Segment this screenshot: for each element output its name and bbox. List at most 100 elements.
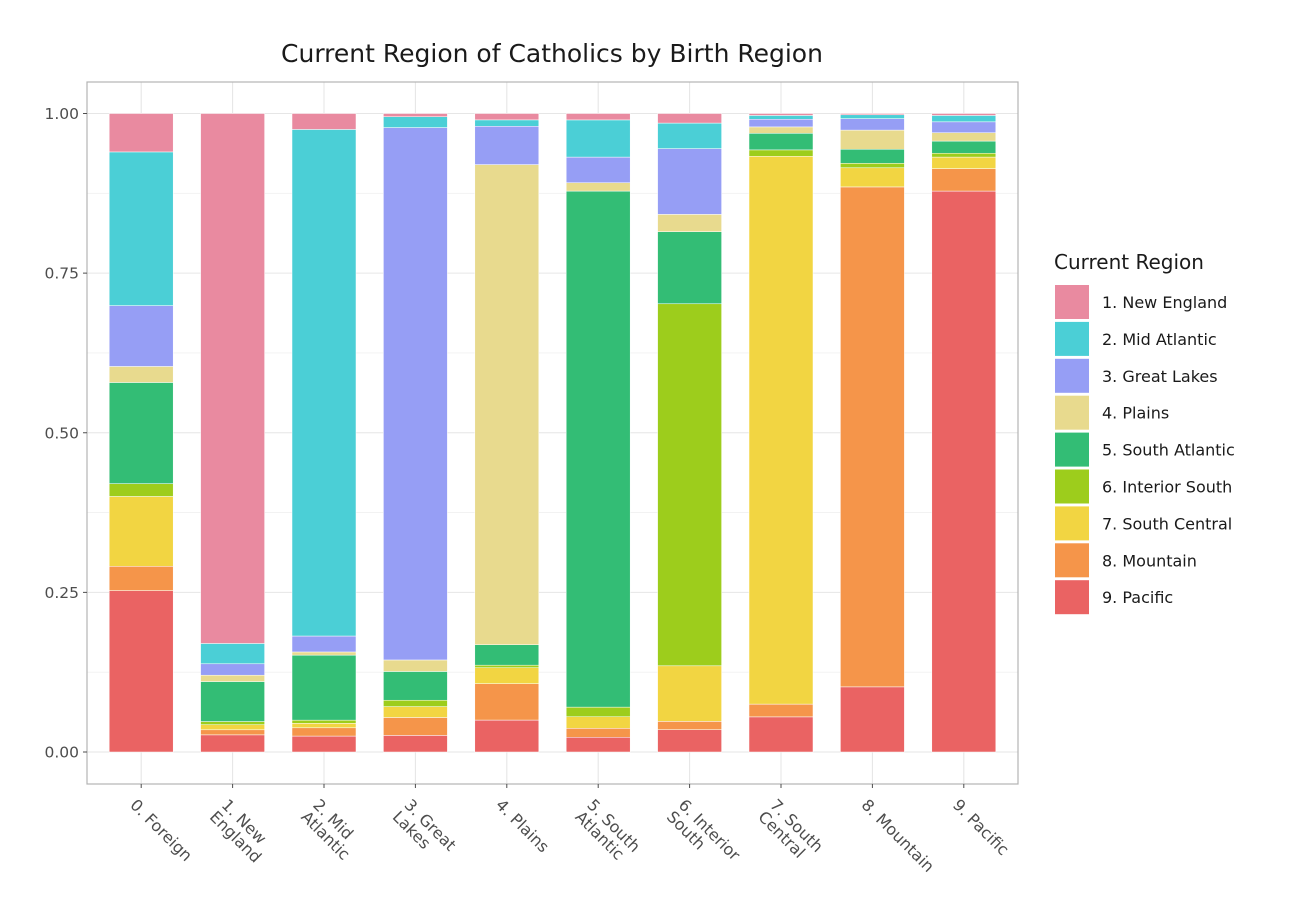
bar-segment-mountain	[108, 566, 174, 591]
legend-swatch	[1055, 321, 1089, 356]
bar-segment-pacific	[748, 716, 814, 753]
legend-item: 6. Interior South	[1055, 469, 1232, 504]
bar-segment-new-england	[931, 113, 997, 116]
x-tick-label: 8. Mountain	[858, 795, 939, 876]
bar-segment-new-england	[474, 113, 540, 121]
bar-segment-plains	[840, 129, 905, 150]
bar-segment-great-lakes	[565, 156, 631, 183]
bar-segment-pacific	[565, 737, 631, 753]
legend-item: 5. South Atlantic	[1055, 432, 1235, 467]
bar-segment-new-england	[748, 113, 814, 116]
x-tick-label: 6. InteriorSouth	[663, 795, 744, 876]
chart-title: Current Region of Catholics by Birth Reg…	[281, 39, 823, 68]
legend-swatch	[1055, 395, 1089, 430]
bar-segment-great-lakes	[108, 305, 174, 367]
bar-segment-mountain	[657, 721, 722, 730]
x-tick-label: 2. MidAtlantic	[297, 795, 365, 863]
bar-segment-pacific	[108, 590, 174, 753]
legend-swatch	[1055, 469, 1089, 504]
bar-segment-plains	[291, 651, 357, 656]
legend-item: 1. New England	[1055, 285, 1227, 319]
bar-segment-plains	[565, 182, 631, 192]
bars	[108, 113, 997, 753]
bar-segment-interior-south	[291, 719, 357, 724]
bar-segment-mountain	[840, 186, 905, 688]
bar-segment-mid-atlantic	[474, 119, 540, 127]
bar-segment-great-lakes	[383, 127, 448, 661]
legend-swatch	[1055, 358, 1089, 393]
legend-label: 6. Interior South	[1102, 478, 1232, 497]
x-tick-label: 1. NewEngland	[206, 795, 277, 866]
x-tick-label: 4. Plains	[492, 795, 553, 856]
bar-segment-new-england	[565, 113, 631, 121]
bar-segment-south-central	[748, 156, 814, 705]
bar-segment-south-atlantic	[840, 149, 905, 164]
bar-segment-mid-atlantic	[565, 119, 631, 158]
legend-swatch	[1055, 580, 1089, 615]
bar-segment-new-england	[291, 113, 357, 130]
bar-segment-great-lakes	[200, 663, 265, 676]
bar-segment-plains	[108, 366, 174, 383]
x-tick-label: 5. SouthAtlantic	[572, 795, 645, 868]
bar-segment-mid-atlantic	[840, 114, 905, 119]
bar-segment-interior-south	[474, 664, 540, 668]
y-tick-label: 0.00	[44, 744, 79, 762]
bar-segment-south-atlantic	[657, 231, 722, 305]
y-axis: 0.00 0.25 0.50 0.75 1.00	[44, 105, 87, 762]
bar-segment-south-central	[931, 156, 997, 169]
bar-segment-south-central	[657, 665, 722, 722]
bar-segment-interior-south	[931, 152, 997, 158]
bar-segment-south-atlantic	[383, 671, 448, 701]
bar-segment-south-atlantic	[474, 644, 540, 666]
bar-segment-interior-south	[200, 721, 265, 725]
bar-segment-mountain	[748, 703, 814, 718]
bar-segment-south-atlantic	[748, 133, 814, 151]
legend-label: 9. Pacific	[1102, 588, 1173, 607]
bar-segment-south-atlantic	[931, 140, 997, 154]
legend-item: 2. Mid Atlantic	[1055, 321, 1217, 356]
bar-segment-south-atlantic	[108, 382, 174, 484]
x-tick-label: 0. Foreign	[126, 795, 196, 865]
legend-label: 7. South Central	[1102, 514, 1232, 533]
x-tick-label: 9. Pacific	[949, 795, 1013, 859]
bar-segment-new-england	[108, 113, 174, 153]
bar-segment-plains	[657, 214, 722, 232]
bar-segment-south-central	[840, 167, 905, 188]
y-tick-label: 0.25	[44, 584, 79, 602]
bar-segment-south-central	[200, 724, 265, 731]
bar-segment-interior-south	[657, 303, 722, 667]
bar-segment-plains	[474, 164, 540, 645]
y-tick-label: 0.50	[44, 424, 79, 442]
legend-swatch	[1055, 506, 1089, 541]
legend-label: 4. Plains	[1102, 404, 1169, 423]
legend-swatch	[1055, 543, 1089, 578]
legend-item: 3. Great Lakes	[1055, 358, 1218, 393]
bar-segment-new-england	[840, 113, 905, 116]
bar-segment-pacific	[291, 735, 357, 753]
bar-segment-south-central	[474, 667, 540, 684]
bar-segment-mountain	[931, 168, 997, 192]
bar-segment-new-england	[383, 113, 448, 117]
bar-segment-mountain	[565, 728, 631, 738]
legend: Current Region 1. New England 2. Mid Atla…	[1054, 250, 1235, 615]
legend-item: 9. Pacific	[1055, 580, 1173, 615]
bar-segment-interior-south	[383, 699, 448, 707]
y-tick-label: 1.00	[44, 105, 79, 123]
bar-segment-mid-atlantic	[200, 643, 265, 665]
bar-segment-plains	[931, 132, 997, 142]
bar-segment-south-central	[383, 706, 448, 718]
bar-segment-mountain	[291, 727, 357, 737]
bar-segment-interior-south	[565, 706, 631, 717]
bar-segment-great-lakes	[748, 118, 814, 128]
bar-segment-plains	[200, 674, 265, 682]
legend-label: 8. Mountain	[1102, 551, 1197, 570]
bar-segment-south-atlantic	[200, 681, 265, 722]
bar-segment-great-lakes	[291, 635, 357, 653]
bar-segment-mid-atlantic	[657, 122, 722, 149]
legend-swatch	[1055, 285, 1089, 319]
bar-segment-south-central	[108, 496, 174, 567]
legend-label: 5. South Atlantic	[1102, 441, 1235, 460]
bar-segment-mid-atlantic	[931, 115, 997, 123]
bar-segment-mountain	[200, 729, 265, 736]
